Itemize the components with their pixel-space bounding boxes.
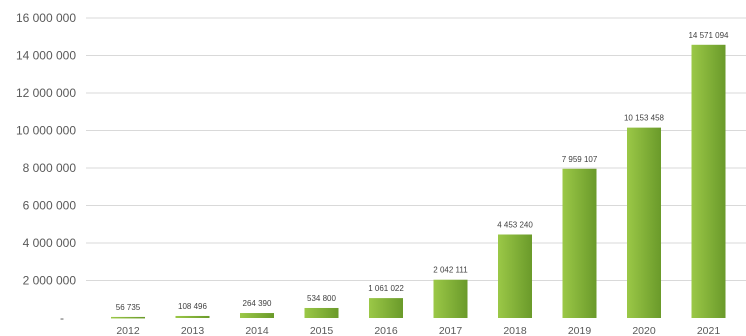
- data-label-2021: 14 571 094: [688, 31, 729, 40]
- bar-2014: [240, 313, 274, 318]
- y-tick-label: 10 000 000: [16, 124, 76, 138]
- bars: [111, 44, 726, 319]
- x-tick-label-2012: 2012: [116, 325, 140, 336]
- data-label-2013: 108 496: [178, 302, 207, 311]
- data-label-2015: 534 800: [307, 294, 336, 303]
- data-label-2019: 7 959 107: [562, 155, 598, 164]
- y-tick-label: 8 000 000: [23, 161, 77, 175]
- x-tick-label-2017: 2017: [439, 325, 463, 336]
- x-tick-label-2014: 2014: [245, 325, 269, 336]
- x-tick-label-2021: 2021: [697, 325, 721, 336]
- y-tick-label: 14 000 000: [16, 49, 76, 63]
- gridlines: [86, 17, 746, 281]
- bar-2019: [562, 168, 597, 318]
- x-tick-label-2020: 2020: [632, 325, 656, 336]
- y-tick-label: 12 000 000: [16, 86, 76, 100]
- bar-2020: [627, 127, 661, 318]
- bar-2018: [498, 234, 532, 318]
- data-labels: 56 735 108 496 264 390 534 800 1 061 022 2 04…: [116, 31, 729, 312]
- x-tick-label-2013: 2013: [181, 325, 205, 336]
- bar-2016: [369, 298, 403, 318]
- x-axis-tick-labels: 2012 2013 2014 2015 2016 2017 2018 2019 2020 2021: [116, 325, 720, 336]
- data-label-2018: 4 453 240: [497, 221, 533, 230]
- data-label-2014: 264 390: [243, 299, 272, 308]
- bar-2012: [111, 316, 145, 319]
- y-tick-label: 6 000 000: [23, 199, 77, 213]
- data-label-2020: 10 153 458: [624, 114, 665, 123]
- y-tick-label: 16 000 000: [16, 11, 76, 25]
- x-tick-label-2016: 2016: [374, 325, 398, 336]
- y-tick-label: 2 000 000: [23, 274, 77, 288]
- x-tick-label-2019: 2019: [568, 325, 592, 336]
- y-tick-label: -: [60, 311, 64, 325]
- data-label-2017: 2 042 111: [433, 266, 468, 275]
- data-label-2012: 56 735: [116, 303, 141, 312]
- y-tick-label: 4 000 000: [23, 236, 77, 250]
- bar-2013: [175, 315, 210, 318]
- bar-2015: [304, 307, 339, 318]
- y-axis-tick-labels: - 2 000 000 4 000 000 6 000 000 8 000 000 10 …: [16, 11, 76, 325]
- bar-2021: [691, 44, 726, 318]
- data-label-2016: 1 061 022: [368, 284, 404, 293]
- bar-2017: [433, 279, 468, 318]
- x-tick-label-2015: 2015: [310, 325, 334, 336]
- x-tick-label-2018: 2018: [503, 325, 527, 336]
